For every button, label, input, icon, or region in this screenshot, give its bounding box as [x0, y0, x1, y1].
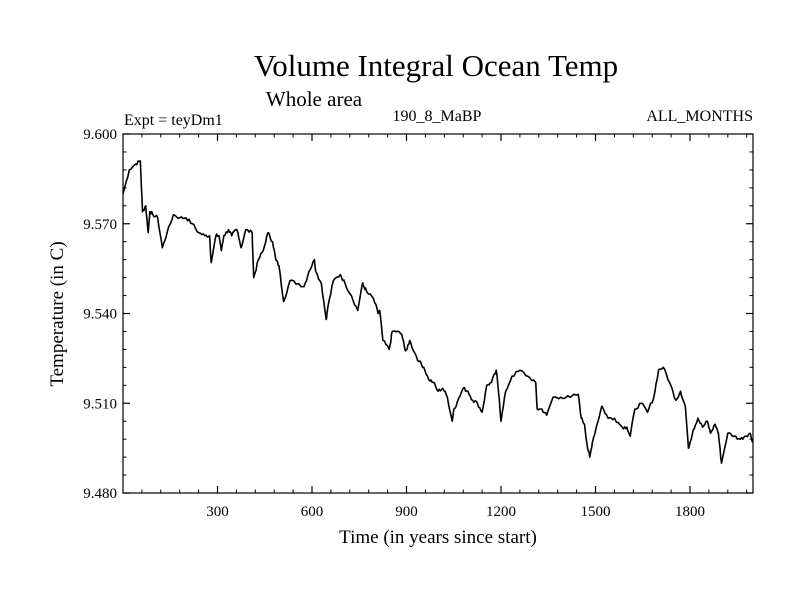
x-tick-label: 600 — [301, 504, 324, 520]
y-tick-label: 9.600 — [83, 127, 117, 143]
run-label: 190_8_MaBP — [393, 108, 482, 125]
y-tick-label: 9.510 — [83, 396, 117, 412]
x-axis-title: Time (in years since start) — [339, 527, 537, 548]
plot-frame — [122, 133, 754, 494]
x-tick-label: 1800 — [675, 504, 705, 520]
x-axis: 300 600 900 1200 1500 1800 — [141, 134, 748, 520]
y-axis-title: Temperature (in C) — [47, 241, 68, 386]
experiment-label: Expt = teyDm1 — [124, 112, 223, 129]
months-label: ALL_MONTHS — [646, 108, 753, 125]
series-layer — [122, 160, 754, 464]
series-line — [122, 160, 754, 464]
x-tick-label: 900 — [395, 504, 418, 520]
y-axis: 9.480 9.510 9.540 9.570 9.600 — [83, 127, 753, 502]
y-tick-label: 9.540 — [83, 307, 117, 323]
x-tick-label: 1500 — [581, 504, 611, 520]
x-tick-label: 1200 — [486, 504, 516, 520]
y-tick-label: 9.480 — [83, 486, 117, 502]
x-tick-label: 300 — [206, 504, 229, 520]
chart-title: Volume Integral Ocean Temp — [254, 48, 618, 83]
chart-subtitle: Whole area — [266, 87, 363, 111]
y-tick-label: 9.570 — [83, 217, 117, 233]
